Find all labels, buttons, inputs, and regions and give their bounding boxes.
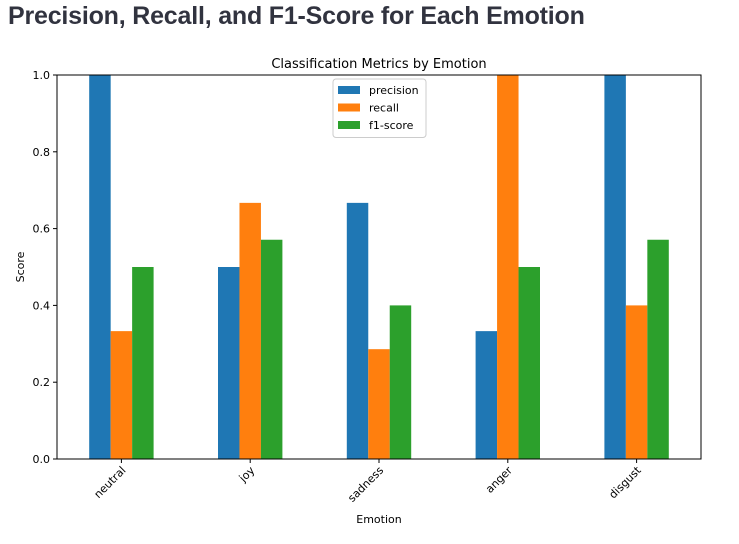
bar-f1-score-anger: [518, 267, 540, 459]
legend-label-f1-score: f1-score: [369, 119, 414, 132]
bar-precision-joy: [218, 267, 240, 459]
legend: precision recall f1-score: [332, 78, 427, 138]
y-tick-label: 0.4: [33, 299, 51, 312]
legend-label-recall: recall: [369, 102, 399, 115]
page-heading: Precision, Recall, and F1-Score for Each…: [8, 2, 585, 30]
legend-swatch-f1-score: [338, 121, 360, 129]
chart-title: Classification Metrics by Emotion: [271, 57, 486, 72]
bar-f1-score-joy: [260, 239, 283, 459]
bar-recall-sadness: [368, 349, 390, 459]
y-tick-label: 1.0: [33, 69, 51, 82]
bar-f1-score-disgust: [647, 239, 669, 459]
bar-recall-joy: [239, 202, 261, 459]
bar-recall-anger: [497, 75, 519, 459]
bar-f1-score-sadness: [389, 305, 412, 459]
bar-precision-disgust: [604, 75, 626, 459]
y-tick-label: 0.0: [33, 453, 51, 466]
chart-figure: Classification Metrics by Emotion 0.0 0.2…: [0, 44, 739, 544]
bar-precision-neutral: [89, 75, 111, 459]
bar-chart: Classification Metrics by Emotion 0.0 0.2…: [0, 44, 739, 539]
y-tick-label: 0.8: [33, 146, 51, 159]
legend-swatch-recall: [338, 103, 360, 112]
bar-recall-disgust: [625, 305, 648, 459]
legend-label-precision: precision: [369, 84, 419, 97]
bar-precision-sadness: [346, 202, 369, 459]
y-axis-label: Score: [14, 251, 27, 282]
bar-f1-score-neutral: [132, 267, 154, 459]
bar-recall-neutral: [110, 331, 133, 459]
legend-swatch-precision: [338, 86, 360, 94]
bar-precision-anger: [475, 331, 498, 459]
y-tick-label: 0.6: [33, 223, 51, 236]
x-axis-label: Emotion: [356, 513, 401, 526]
y-tick-label: 0.2: [33, 376, 51, 389]
